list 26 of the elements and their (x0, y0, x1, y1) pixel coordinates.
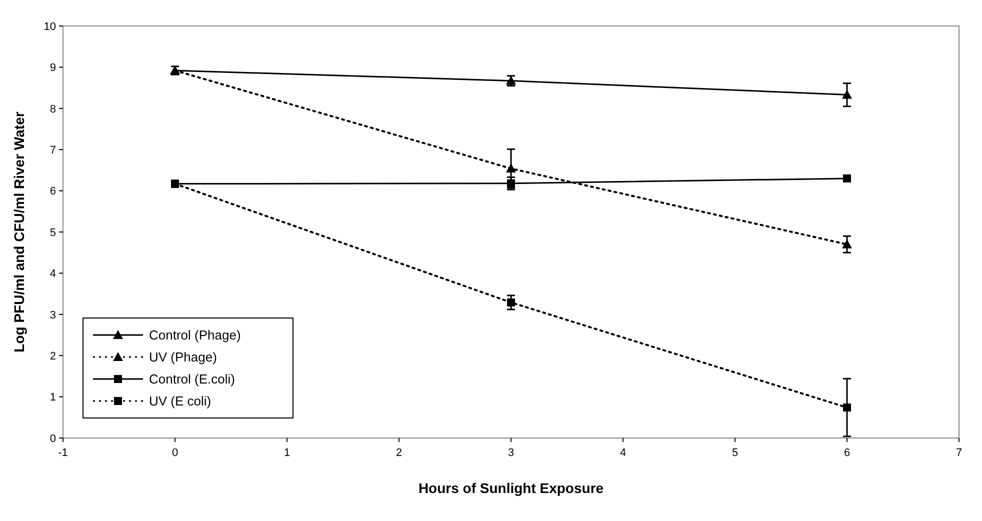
legend-label: UV (E coli) (149, 394, 212, 409)
x-tick-label: 6 (844, 447, 850, 459)
y-tick-label: 9 (50, 62, 56, 74)
legend-label: Control (Phage) (149, 328, 241, 343)
y-tick-label: 5 (50, 226, 56, 239)
x-tick-label: 5 (732, 447, 738, 459)
y-tick-label: 2 (50, 350, 56, 362)
x-tick-label: 7 (956, 447, 962, 459)
y-tick-label: 6 (50, 186, 56, 198)
y-tick-label: 8 (50, 103, 56, 116)
x-tick-label: 2 (396, 447, 402, 459)
y-tick-label: 10 (44, 20, 56, 33)
x-tick-label: 3 (508, 447, 514, 459)
legend-label: Control (E.coli) (149, 372, 235, 387)
y-tick-label: 0 (50, 432, 56, 445)
x-tick-label: 4 (620, 447, 626, 459)
y-tick-label: 4 (50, 268, 56, 280)
y-tick-label: 3 (50, 309, 56, 322)
y-tick-label: 1 (50, 392, 56, 404)
y-tick-label: 7 (50, 144, 56, 156)
x-tick-label: -1 (58, 447, 68, 459)
x-tick-label: 0 (172, 447, 178, 459)
legend-label: UV (Phage) (149, 350, 217, 365)
y-axis-title: Log PFU/ml and CFU/ml River Water (11, 111, 27, 352)
x-tick-label: 1 (284, 447, 290, 459)
x-axis-title: Hours of Sunlight Exposure (418, 480, 604, 496)
